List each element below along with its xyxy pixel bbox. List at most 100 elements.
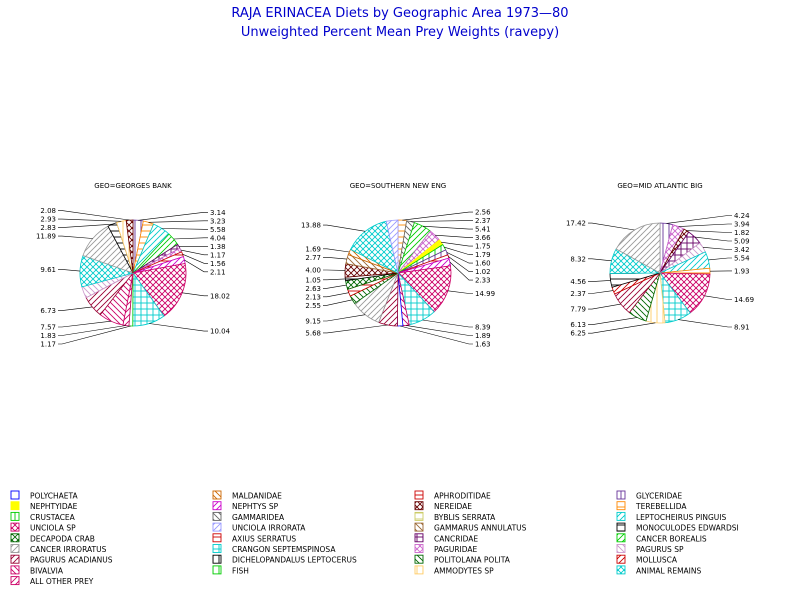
legend-swatch (212, 565, 222, 575)
leader-line (435, 234, 473, 238)
slice-label-politolana-polita: 6.13 (570, 321, 586, 329)
leader-line (58, 218, 122, 222)
slice-label-maldanidae: 1.69 (305, 245, 321, 253)
legend-label: MOLLUSCA (636, 556, 678, 565)
slice-label-cancridae: 1.38 (210, 243, 226, 251)
slice-label-cancer-irroratus: 9.15 (305, 318, 321, 326)
legend-swatch (616, 522, 626, 532)
legend-label: PAGURUS SP (636, 545, 684, 554)
legend-item-animal-remains: ANIMAL REMAINS (616, 565, 701, 575)
leader-line (184, 259, 208, 273)
slice-label-monoculodes-edwardsi: 4.56 (570, 278, 586, 286)
slice-label-politolana-polita: 2.55 (305, 302, 321, 310)
pie-panels: GEO=GEORGES BANK3.143.235.584.041.381.17… (36, 182, 754, 349)
legend-label: CANCER BOREALIS (636, 534, 707, 543)
legend-swatch (10, 576, 20, 586)
legend-label: BIVALVIA (30, 566, 64, 575)
slice-label-crangon-septemspinosa: 10.04 (210, 328, 231, 336)
slice-label-animal-remains: 13.88 (301, 222, 321, 230)
leader-line (666, 215, 732, 224)
legend-swatch (212, 501, 222, 511)
leader-line (678, 319, 732, 328)
leader-line (678, 223, 732, 227)
legend-swatch (10, 544, 20, 553)
leader-line (323, 284, 347, 289)
slice-label-nereidae: 2.08 (40, 207, 56, 215)
legend-label: DICHELOPANDALUS LEPTOCERUS (232, 556, 357, 565)
leader-line (323, 224, 366, 232)
leader-line (588, 317, 638, 326)
pie-title: GEO=MID ATLANTIC BIG (617, 182, 702, 190)
legend-item-cancer-irroratus: CANCER IRRORATUS (10, 544, 107, 554)
slice-label-monoculodes-edwardsi: 2.83 (40, 224, 56, 232)
legend-swatch (10, 565, 20, 575)
leader-line (323, 256, 347, 260)
legend-item-pagurus-acadianus: PAGURUS ACADIANUS (10, 554, 113, 565)
slice-label-unciola-sp: 18.02 (210, 292, 230, 300)
slice-label-animal-remains: 9.61 (40, 266, 56, 274)
legend-item-decapoda-crab: DECAPODA CRAB (10, 533, 95, 543)
chart-title: RAJA ERINACEA Diets by Geographic Area 1… (231, 6, 568, 21)
slice-label-paguridae: 1.17 (210, 251, 226, 259)
legend-swatch (414, 522, 424, 532)
legend-swatch (212, 511, 222, 521)
slice-label-ammodytes-sp: 2.93 (40, 216, 56, 224)
legend-label: GLYCERIDAE (636, 492, 682, 501)
leader-line (58, 325, 126, 336)
legend-swatch (414, 511, 424, 521)
legend-swatch (10, 522, 20, 532)
legend-label: APHRODITIDAE (434, 492, 491, 501)
legend-label: FISH (232, 566, 249, 575)
legend-label: TEREBELLIDA (635, 502, 687, 511)
leader-line (704, 295, 732, 300)
slice-label-monoculodes-edwardsi: 1.05 (305, 276, 321, 284)
legend-swatch (616, 544, 626, 553)
leader-line (58, 306, 93, 311)
legend-label: AMMODYTES SP (434, 566, 494, 575)
slice-label-decapoda-crab: 2.63 (305, 285, 321, 293)
legend-label: AXIUS SERRATUS (232, 534, 296, 543)
slice-label-gammarus-annulatus: 2.77 (305, 254, 321, 262)
pie-title: GEO=SOUTHERN NEW ENG (350, 182, 446, 190)
slice-label-polychaeta: 1.63 (475, 341, 491, 349)
leader-line (58, 223, 113, 228)
legend-item-leptocheirus-pinguis: LEPTOCHEIRUS PINGUIS (616, 511, 726, 522)
slice-label-unciola-sp: 14.99 (475, 290, 495, 298)
leader-line (180, 249, 208, 256)
leader-line (138, 212, 208, 221)
slice-label-axius-serratus: 1.56 (210, 260, 226, 268)
leader-line (410, 220, 473, 222)
legend-swatch (616, 511, 626, 521)
leader-line (323, 299, 353, 306)
leader-line (588, 303, 621, 310)
slice-label-paguridae: 3.94 (734, 221, 750, 229)
leader-line (686, 230, 732, 233)
leader-line (182, 292, 208, 297)
slice-label-leptocheirus-pinguis: 5.54 (734, 255, 750, 263)
legend-label: CANCER IRRORATUS (30, 545, 107, 554)
legend-swatch (212, 522, 222, 532)
slice-label-glyceridae: 1.60 (475, 260, 491, 268)
slice-label-axius-serratus: 1.02 (475, 268, 491, 276)
leader-line (708, 257, 732, 261)
slice-label-animal-remains: 8.32 (570, 255, 586, 263)
leader-line (400, 325, 473, 345)
legend-item-unciola-irrorata: UNCIOLA IRRORATA (212, 522, 306, 533)
legend-label: ALL OTHER PREY (30, 577, 94, 586)
slice-label-cancer-borealis: 5.41 (475, 226, 491, 234)
legend-item-cancridae: CANCRIDAE (414, 533, 478, 543)
legend-item-unciola-sp: UNCIOLA SP (10, 522, 76, 533)
legend-label: ANIMAL REMAINS (636, 566, 701, 575)
legend-swatch (414, 544, 424, 553)
legend-swatch (616, 490, 626, 500)
leader-line (323, 324, 388, 334)
legend-item-crustacea: CRUSTACEA (10, 511, 76, 522)
legend-item-pagurus-sp: PAGURUS SP (616, 544, 684, 554)
slice-label-glyceridae: 4.24 (734, 212, 750, 220)
slice-label-pagurus-sp: 3.42 (734, 246, 750, 254)
leader-line (323, 248, 350, 253)
leader-line (588, 290, 614, 294)
leader-line (58, 325, 131, 345)
legend-item-monoculodes-edwardsi: MONOCULODES EDWARDSI (616, 522, 739, 533)
leader-line (323, 314, 366, 322)
